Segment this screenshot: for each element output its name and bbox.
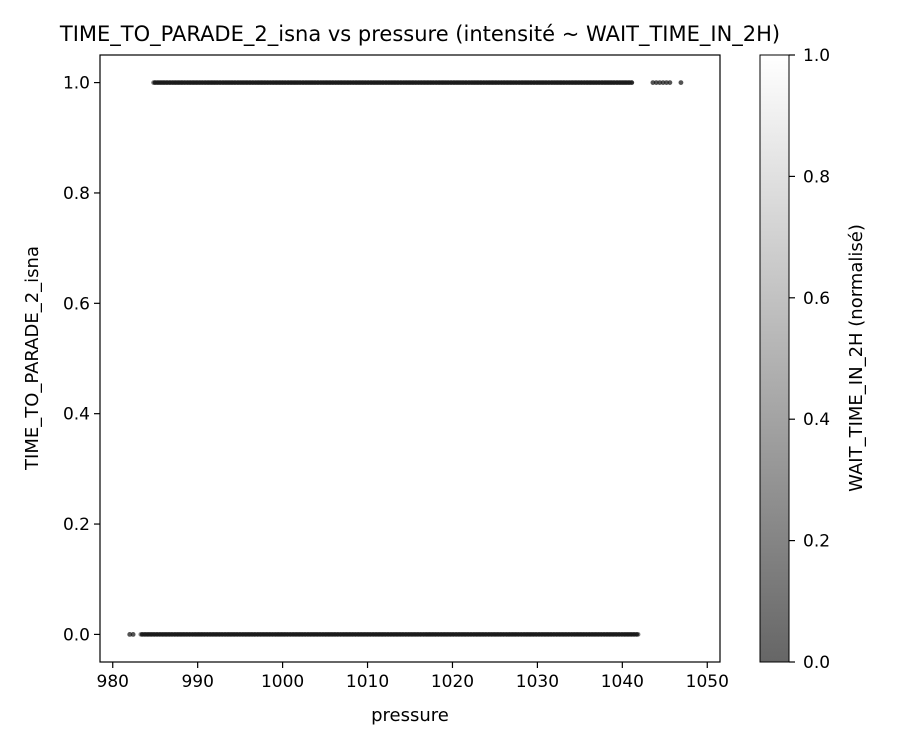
y-tick-label: 0.8 [63, 184, 90, 204]
colorbar-label: WAIT_TIME_IN_2H (normalisé) [846, 224, 867, 492]
plot-points [127, 80, 684, 637]
scatter-point [653, 80, 659, 85]
x-tick-label: 990 [181, 672, 213, 692]
y-tick-label: 1.0 [63, 74, 90, 94]
scatter-point [664, 80, 669, 85]
x-tick-label: 1040 [601, 672, 644, 692]
y-tick-label: 0.6 [63, 294, 90, 314]
plot-frame [99, 54, 721, 663]
colorbar [759, 54, 790, 663]
scatter-point [678, 80, 684, 85]
colorbar-tick-label: 0.4 [803, 410, 830, 430]
x-axis-label: pressure [371, 705, 449, 726]
colorbar-tick-label: 0.8 [803, 167, 830, 187]
scatter-point [650, 80, 656, 85]
scatter-point [629, 80, 635, 85]
scatter-point [127, 632, 133, 637]
y-tick-label: 0.0 [63, 625, 90, 645]
y-tick-label: 0.4 [63, 405, 90, 425]
scatter-point [130, 632, 136, 637]
scatter-point [657, 80, 663, 85]
colorbar-tick-label: 0.2 [803, 532, 830, 552]
x-axis: 980 990 1000 1010 1020 1030 1040 1050 [97, 662, 729, 692]
x-tick-label: 1010 [346, 672, 389, 692]
scatter-point [660, 80, 666, 85]
colorbar-axis: 0.0 0.2 0.4 0.6 0.8 1.0 [789, 46, 830, 673]
x-tick-label: 980 [97, 672, 129, 692]
scatter-point [635, 632, 641, 637]
x-tick-label: 1020 [431, 672, 474, 692]
y-axis-label: TIME_TO_PARADE_2_isna [22, 246, 43, 471]
x-tick-label: 1030 [516, 672, 559, 692]
colorbar-tick-label: 1.0 [803, 46, 830, 66]
colorbar-tick-label: 0.6 [803, 289, 830, 309]
chart-title: TIME_TO_PARADE_2_isna vs pressure (inten… [59, 22, 780, 47]
y-axis: 0.0 0.2 0.4 0.6 0.8 1.0 [63, 74, 100, 645]
colorbar-tick-label: 0.0 [803, 653, 830, 673]
y-tick-label: 0.2 [63, 515, 90, 535]
scatter-point [667, 80, 673, 85]
x-tick-label: 1000 [261, 672, 304, 692]
x-tick-label: 1050 [686, 672, 729, 692]
